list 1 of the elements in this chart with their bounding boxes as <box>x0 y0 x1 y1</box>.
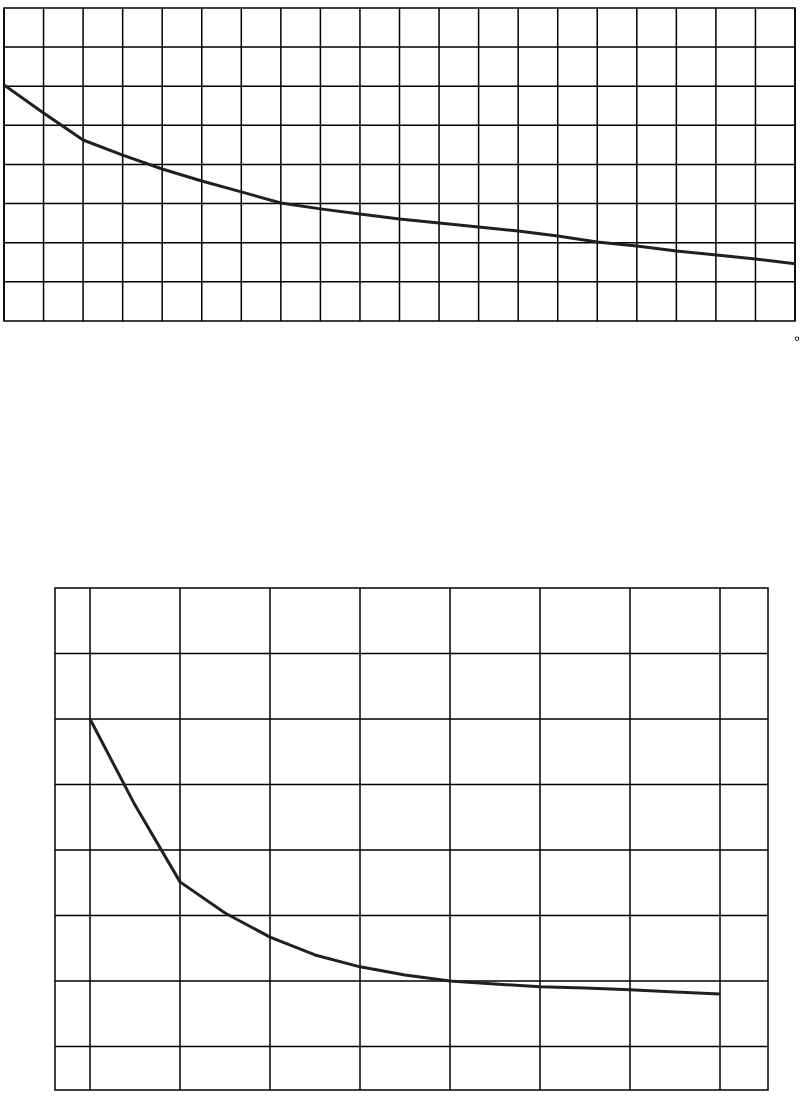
text: ° <box>794 336 800 341</box>
